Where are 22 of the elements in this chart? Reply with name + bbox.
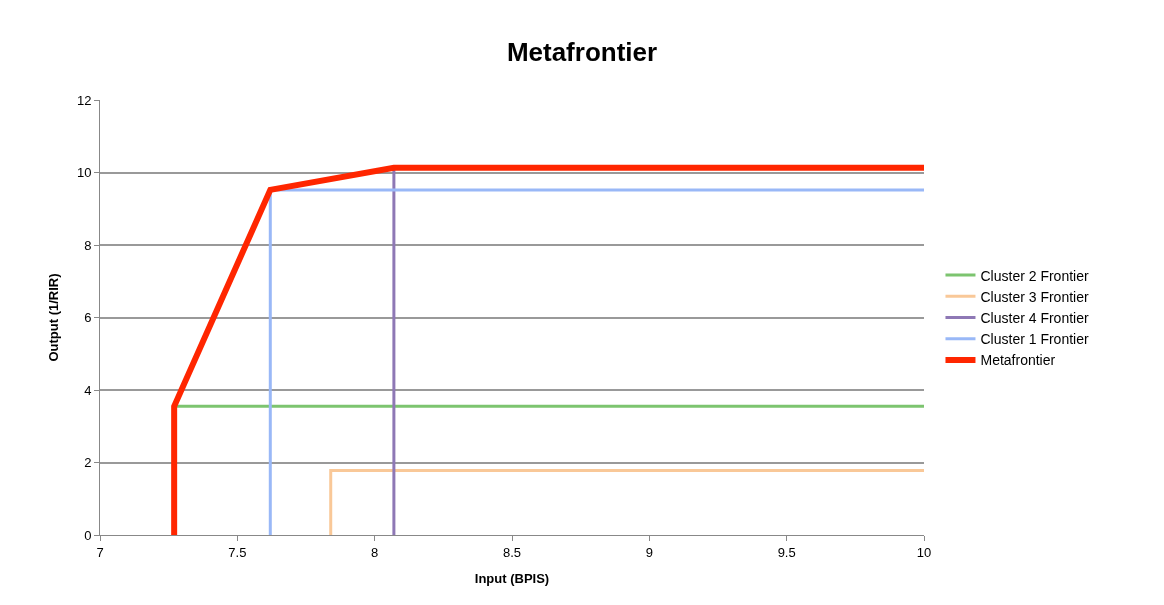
legend-label: Cluster 4 Frontier	[980, 309, 1089, 326]
y-tick-label: 8	[84, 237, 92, 253]
y-tick-label: 10	[76, 165, 92, 181]
y-tick-label: 4	[84, 382, 92, 398]
x-tick-label: 7.5	[228, 544, 247, 560]
legend-label: Cluster 2 Frontier	[980, 267, 1089, 284]
y-tick-label: 12	[76, 92, 92, 108]
y-axis-title: Output (1/RIR)	[45, 273, 61, 362]
x-tick-label: 10	[916, 544, 932, 560]
chart-title: Metafrontier	[506, 36, 658, 67]
x-tick-label: 8.5	[502, 544, 522, 560]
legend-label: Cluster 3 Frontier	[980, 288, 1089, 305]
legend-label: Metafrontier	[980, 352, 1056, 369]
x-tick-label: 7	[96, 544, 104, 560]
y-tick-label: 6	[84, 310, 92, 326]
x-tick-label: 9	[645, 544, 653, 560]
x-tick-label: 8	[371, 544, 379, 560]
legend-label: Cluster 1 Frontier	[980, 331, 1089, 348]
y-tick-label: 0	[84, 527, 92, 543]
y-tick-label: 2	[84, 455, 92, 471]
x-tick-label: 9.5	[777, 544, 796, 560]
x-axis-title: Input (BPIS)	[474, 571, 550, 587]
